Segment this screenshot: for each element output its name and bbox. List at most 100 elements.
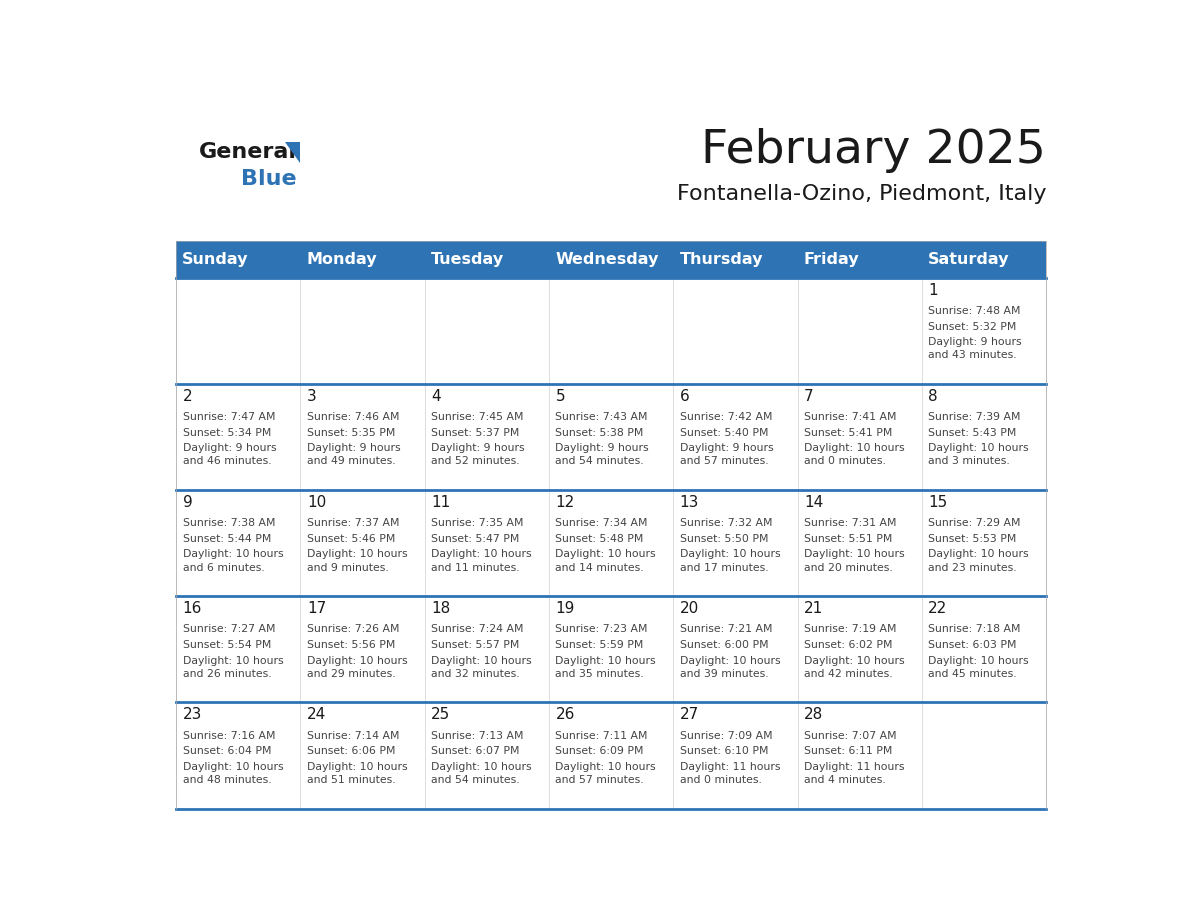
Text: Sunset: 6:07 PM: Sunset: 6:07 PM xyxy=(431,746,519,756)
Text: 3: 3 xyxy=(307,389,317,404)
Text: Blue: Blue xyxy=(240,169,296,189)
Text: Sunset: 5:44 PM: Sunset: 5:44 PM xyxy=(183,534,271,543)
Text: Sunrise: 7:21 AM: Sunrise: 7:21 AM xyxy=(680,624,772,634)
Text: 8: 8 xyxy=(928,389,939,404)
Text: 19: 19 xyxy=(556,601,575,616)
Text: Sunset: 6:04 PM: Sunset: 6:04 PM xyxy=(183,746,271,756)
Text: Daylight: 10 hours
and 29 minutes.: Daylight: 10 hours and 29 minutes. xyxy=(307,655,407,678)
Text: Sunrise: 7:07 AM: Sunrise: 7:07 AM xyxy=(804,731,897,741)
Text: Wednesday: Wednesday xyxy=(555,252,658,267)
Bar xyxy=(922,277,1047,384)
Text: Daylight: 11 hours
and 4 minutes.: Daylight: 11 hours and 4 minutes. xyxy=(804,762,904,785)
Bar xyxy=(674,277,797,384)
Text: Sunrise: 7:31 AM: Sunrise: 7:31 AM xyxy=(804,519,897,528)
Text: Daylight: 9 hours
and 54 minutes.: Daylight: 9 hours and 54 minutes. xyxy=(556,443,649,466)
Text: 2: 2 xyxy=(183,389,192,404)
Bar xyxy=(301,702,424,809)
Text: Daylight: 10 hours
and 32 minutes.: Daylight: 10 hours and 32 minutes. xyxy=(431,655,532,678)
Text: Sunset: 6:02 PM: Sunset: 6:02 PM xyxy=(804,640,892,650)
Text: 24: 24 xyxy=(307,707,327,722)
Text: Sunrise: 7:27 AM: Sunrise: 7:27 AM xyxy=(183,624,276,634)
Text: 22: 22 xyxy=(928,601,948,616)
Bar xyxy=(922,702,1047,809)
Text: Daylight: 10 hours
and 35 minutes.: Daylight: 10 hours and 35 minutes. xyxy=(556,655,656,678)
Text: Sunrise: 7:46 AM: Sunrise: 7:46 AM xyxy=(307,412,399,422)
Text: Sunset: 5:40 PM: Sunset: 5:40 PM xyxy=(680,428,769,438)
Text: 11: 11 xyxy=(431,495,450,510)
Text: Daylight: 10 hours
and 23 minutes.: Daylight: 10 hours and 23 minutes. xyxy=(928,549,1029,573)
Text: Sunrise: 7:14 AM: Sunrise: 7:14 AM xyxy=(307,731,399,741)
Text: 16: 16 xyxy=(183,601,202,616)
Text: Sunset: 5:53 PM: Sunset: 5:53 PM xyxy=(928,534,1017,543)
Bar xyxy=(301,384,424,490)
Text: Daylight: 11 hours
and 0 minutes.: Daylight: 11 hours and 0 minutes. xyxy=(680,762,781,785)
Text: Sunset: 6:10 PM: Sunset: 6:10 PM xyxy=(680,746,769,756)
Text: Sunrise: 7:35 AM: Sunrise: 7:35 AM xyxy=(431,519,524,528)
Text: Daylight: 10 hours
and 26 minutes.: Daylight: 10 hours and 26 minutes. xyxy=(183,655,283,678)
Text: 18: 18 xyxy=(431,601,450,616)
Text: Sunrise: 7:09 AM: Sunrise: 7:09 AM xyxy=(680,731,772,741)
Text: 27: 27 xyxy=(680,707,699,722)
Bar xyxy=(549,384,674,490)
Text: Sunset: 6:11 PM: Sunset: 6:11 PM xyxy=(804,746,892,756)
Text: 28: 28 xyxy=(804,707,823,722)
Bar xyxy=(176,596,301,702)
Bar xyxy=(176,490,301,596)
Text: Daylight: 10 hours
and 54 minutes.: Daylight: 10 hours and 54 minutes. xyxy=(431,762,532,785)
Bar xyxy=(425,384,549,490)
Text: 9: 9 xyxy=(183,495,192,510)
Bar xyxy=(301,241,424,277)
Text: Sunrise: 7:26 AM: Sunrise: 7:26 AM xyxy=(307,624,399,634)
Text: 14: 14 xyxy=(804,495,823,510)
Text: Sunrise: 7:37 AM: Sunrise: 7:37 AM xyxy=(307,519,399,528)
Bar xyxy=(797,596,922,702)
Text: Daylight: 9 hours
and 52 minutes.: Daylight: 9 hours and 52 minutes. xyxy=(431,443,525,466)
Bar xyxy=(301,490,424,596)
Bar xyxy=(301,596,424,702)
Bar xyxy=(797,241,922,277)
Text: Sunset: 5:48 PM: Sunset: 5:48 PM xyxy=(556,534,644,543)
Text: Daylight: 10 hours
and 14 minutes.: Daylight: 10 hours and 14 minutes. xyxy=(556,549,656,573)
Bar xyxy=(922,384,1047,490)
Text: Daylight: 10 hours
and 9 minutes.: Daylight: 10 hours and 9 minutes. xyxy=(307,549,407,573)
Text: Sunrise: 7:16 AM: Sunrise: 7:16 AM xyxy=(183,731,276,741)
Text: Sunrise: 7:32 AM: Sunrise: 7:32 AM xyxy=(680,519,772,528)
Text: Sunset: 5:38 PM: Sunset: 5:38 PM xyxy=(556,428,644,438)
Text: Daylight: 9 hours
and 43 minutes.: Daylight: 9 hours and 43 minutes. xyxy=(928,337,1022,360)
Bar xyxy=(176,277,301,384)
Text: Sunset: 5:57 PM: Sunset: 5:57 PM xyxy=(431,640,519,650)
Text: Daylight: 10 hours
and 48 minutes.: Daylight: 10 hours and 48 minutes. xyxy=(183,762,283,785)
Text: Daylight: 10 hours
and 17 minutes.: Daylight: 10 hours and 17 minutes. xyxy=(680,549,781,573)
Text: 25: 25 xyxy=(431,707,450,722)
Text: Sunset: 5:37 PM: Sunset: 5:37 PM xyxy=(431,428,519,438)
Text: Sunrise: 7:13 AM: Sunrise: 7:13 AM xyxy=(431,731,524,741)
Text: Thursday: Thursday xyxy=(680,252,763,267)
Text: Sunset: 5:43 PM: Sunset: 5:43 PM xyxy=(928,428,1017,438)
Bar xyxy=(425,277,549,384)
Text: Daylight: 10 hours
and 45 minutes.: Daylight: 10 hours and 45 minutes. xyxy=(928,655,1029,678)
Text: Sunset: 6:09 PM: Sunset: 6:09 PM xyxy=(556,746,644,756)
Bar xyxy=(549,702,674,809)
Text: Sunset: 6:06 PM: Sunset: 6:06 PM xyxy=(307,746,396,756)
Text: Sunrise: 7:42 AM: Sunrise: 7:42 AM xyxy=(680,412,772,422)
Text: Sunset: 6:03 PM: Sunset: 6:03 PM xyxy=(928,640,1017,650)
Text: 17: 17 xyxy=(307,601,327,616)
Text: 1: 1 xyxy=(928,283,939,297)
Text: Sunset: 5:50 PM: Sunset: 5:50 PM xyxy=(680,534,769,543)
Bar xyxy=(922,241,1047,277)
Text: 13: 13 xyxy=(680,495,699,510)
Text: 4: 4 xyxy=(431,389,441,404)
Text: Sunrise: 7:18 AM: Sunrise: 7:18 AM xyxy=(928,624,1020,634)
Text: 26: 26 xyxy=(556,707,575,722)
Text: Sunrise: 7:45 AM: Sunrise: 7:45 AM xyxy=(431,412,524,422)
Text: Daylight: 10 hours
and 57 minutes.: Daylight: 10 hours and 57 minutes. xyxy=(556,762,656,785)
Text: Fontanella-Ozino, Piedmont, Italy: Fontanella-Ozino, Piedmont, Italy xyxy=(677,185,1047,205)
Bar xyxy=(425,490,549,596)
Text: Daylight: 10 hours
and 6 minutes.: Daylight: 10 hours and 6 minutes. xyxy=(183,549,283,573)
Text: Sunset: 5:51 PM: Sunset: 5:51 PM xyxy=(804,534,892,543)
Text: Friday: Friday xyxy=(804,252,859,267)
Text: Daylight: 10 hours
and 42 minutes.: Daylight: 10 hours and 42 minutes. xyxy=(804,655,905,678)
Text: Daylight: 10 hours
and 3 minutes.: Daylight: 10 hours and 3 minutes. xyxy=(928,443,1029,466)
Bar xyxy=(922,596,1047,702)
Bar xyxy=(674,241,797,277)
